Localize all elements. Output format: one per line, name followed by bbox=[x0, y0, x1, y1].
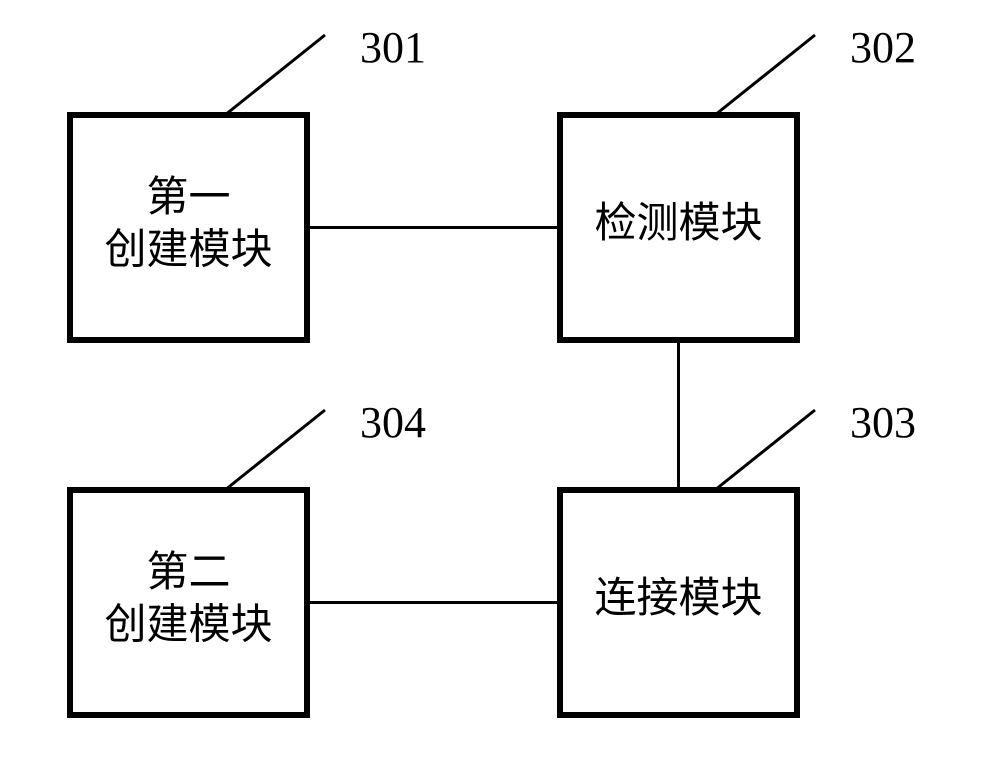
ref-label: 304 bbox=[360, 398, 426, 447]
module-label: 创建模块 bbox=[104, 227, 272, 273]
module-label: 检测模块 bbox=[594, 200, 762, 247]
module-label: 第一 bbox=[146, 175, 230, 221]
module-label: 第二 bbox=[146, 550, 230, 596]
ref-label: 303 bbox=[850, 398, 916, 447]
module-node-n304: 304 第二创建模块 bbox=[70, 398, 426, 715]
module-node-n301: 301 第一创建模块 bbox=[70, 23, 426, 340]
leader-line bbox=[225, 35, 325, 115]
leader-line bbox=[225, 410, 325, 490]
module-label: 连接模块 bbox=[594, 576, 762, 622]
module-node-n302: 302 检测模块 bbox=[560, 23, 916, 340]
leader-line bbox=[715, 410, 815, 490]
leader-line bbox=[715, 35, 815, 115]
module-label: 创建模块 bbox=[104, 602, 272, 648]
ref-label: 302 bbox=[850, 23, 916, 72]
module-node-n303: 303 连接模块 bbox=[560, 398, 916, 715]
ref-label: 301 bbox=[360, 23, 426, 72]
